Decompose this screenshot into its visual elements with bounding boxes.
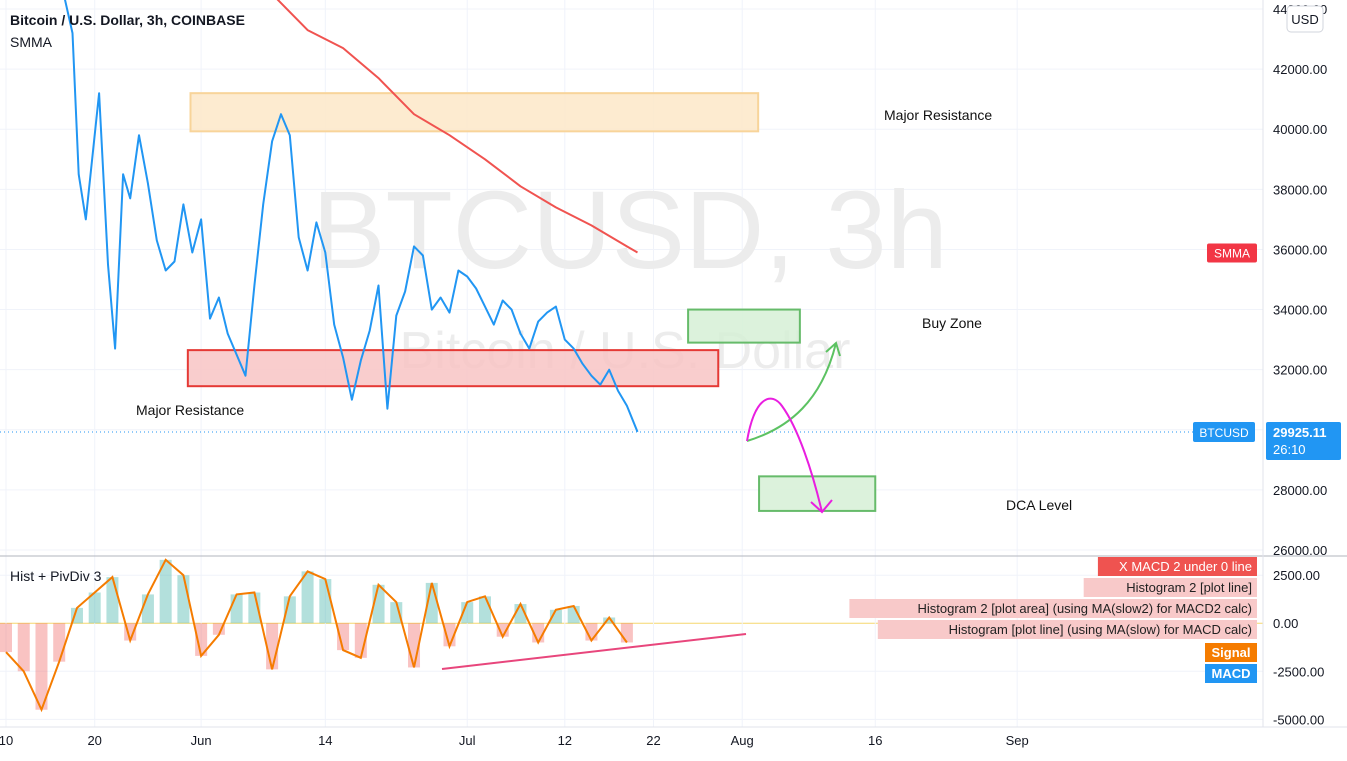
- buy-zone-label: Buy Zone: [922, 315, 982, 331]
- price-tick-label: 28000.00: [1273, 483, 1327, 498]
- price-tick-label: 26000.00: [1273, 543, 1327, 558]
- indicator-tick-label: 2500.00: [1273, 568, 1320, 583]
- indicator-histogram: [0, 558, 633, 713]
- indicator-tick-label: -2500.00: [1273, 664, 1324, 679]
- last-price-value: 29925.11: [1273, 425, 1327, 440]
- legend-item-text: Histogram 2 [plot area] (using MA(slow2)…: [918, 601, 1253, 616]
- histogram-bar: [124, 623, 137, 641]
- watermark-big: BTCUSD, 3h: [312, 169, 948, 292]
- histogram-bar: [230, 594, 243, 624]
- indicator-panel-title: Hist + PivDiv 3: [10, 568, 102, 584]
- legend-item-text: X MACD 2 under 0 line: [1119, 559, 1252, 574]
- histogram-bar: [478, 596, 491, 624]
- histogram-bar: [390, 602, 403, 624]
- bottom-resistance-label: Major Resistance: [136, 402, 244, 418]
- projection-arrow-down-head: [810, 499, 833, 514]
- axes: 44000.0042000.0040000.0038000.0036000.00…: [0, 2, 1327, 748]
- histogram-bar: [195, 623, 208, 656]
- time-tick-label: 22: [646, 733, 660, 748]
- legend-item-bg: [849, 599, 1257, 618]
- histogram-bar: [549, 609, 562, 624]
- price-badges: SMMA BTCUSD 29925.11 26:10: [1193, 243, 1341, 461]
- price-tick-label: 36000.00: [1273, 242, 1327, 257]
- histogram-bar: [88, 592, 101, 624]
- smma-badge-label: SMMA: [1214, 246, 1250, 260]
- drawings: [0, 341, 1193, 670]
- price-tick-label: 34000.00: [1273, 303, 1327, 318]
- btcusd-badge-label: BTCUSD: [1199, 426, 1249, 440]
- histogram-bar: [301, 571, 314, 624]
- legend-item-text: Histogram 2 [plot line]: [1126, 580, 1252, 595]
- histogram-bar: [141, 594, 154, 624]
- time-tick-label: 16: [868, 733, 882, 748]
- time-tick-label: Jun: [191, 733, 212, 748]
- histogram-bar: [496, 623, 509, 637]
- chart-title: Bitcoin / U.S. Dollar, 3h, COINBASE: [10, 12, 245, 28]
- histogram-bar: [603, 617, 616, 624]
- price-series: [64, 0, 639, 433]
- time-tick-label: Sep: [1006, 733, 1029, 748]
- legend-item-bg: [1083, 578, 1257, 597]
- histogram-bar: [0, 623, 12, 653]
- indicator-tick-label: -5000.00: [1273, 712, 1324, 727]
- histogram-line: [5, 558, 628, 713]
- histogram-bar: [620, 623, 633, 643]
- price-tick-label: 42000.00: [1273, 62, 1327, 77]
- currency-button[interactable]: USD: [1286, 5, 1324, 33]
- time-tick-label: Aug: [731, 733, 754, 748]
- time-tick-label: 10: [0, 733, 13, 748]
- histogram-bar: [266, 623, 279, 670]
- histogram-bar: [159, 559, 172, 624]
- time-tick-label: 20: [87, 733, 101, 748]
- time-tick-label: Jul: [459, 733, 476, 748]
- last-price-badge: [1266, 422, 1341, 461]
- buy-zone-zone: [687, 308, 801, 344]
- time-tick-label: 12: [558, 733, 572, 748]
- indicator-badge: [1205, 664, 1257, 683]
- divergence-trendline: [441, 633, 747, 670]
- histogram-bar: [53, 623, 66, 662]
- smma-line: [276, 0, 638, 254]
- dca-level-label: DCA Level: [1006, 497, 1072, 513]
- btcusd-badge: [1193, 422, 1255, 443]
- projection-arrow-down: [746, 397, 823, 513]
- currency-label: USD: [1291, 12, 1318, 27]
- histogram-bar: [212, 623, 225, 635]
- indicator-name: SMMA: [10, 34, 53, 50]
- indicator-badge: [1205, 643, 1257, 662]
- legend-item-text: Histogram [plot line] (using MA(slow) fo…: [949, 622, 1252, 637]
- histogram-bar: [319, 579, 332, 624]
- projection-arrow-up: [746, 342, 837, 442]
- bar-countdown: 26:10: [1273, 442, 1306, 457]
- top-resistance-label: Major Resistance: [884, 107, 992, 123]
- histogram-bar: [283, 596, 296, 624]
- histogram-bar: [106, 577, 119, 624]
- histogram-bar: [177, 575, 190, 624]
- zones: [186, 92, 877, 512]
- legend-item-bg: [877, 620, 1257, 639]
- histogram-bar: [337, 623, 350, 651]
- bottom-resistance-zone: [186, 349, 720, 388]
- histogram-bar: [17, 623, 30, 672]
- indicator-badge-label: Signal: [1211, 645, 1250, 660]
- legend-item-bg: [1097, 557, 1257, 576]
- time-tick-label: 14: [318, 733, 332, 748]
- histogram-bar: [248, 592, 261, 624]
- indicator-tick-label: 0.00: [1273, 616, 1298, 631]
- indicator-badge-label: MACD: [1212, 666, 1251, 681]
- top-resistance-zone: [189, 92, 760, 133]
- price-tick-label: 38000.00: [1273, 182, 1327, 197]
- price-tick-label: 40000.00: [1273, 122, 1327, 137]
- histogram-bar: [35, 623, 48, 710]
- indicator-legend: X MACD 2 under 0 line Histogram 2 [plot l…: [849, 557, 1257, 683]
- smma-badge: [1207, 243, 1257, 263]
- price-tick-label: 32000.00: [1273, 363, 1327, 378]
- btcusd-line: [64, 0, 639, 433]
- projection-arrow-up-head: [825, 341, 841, 357]
